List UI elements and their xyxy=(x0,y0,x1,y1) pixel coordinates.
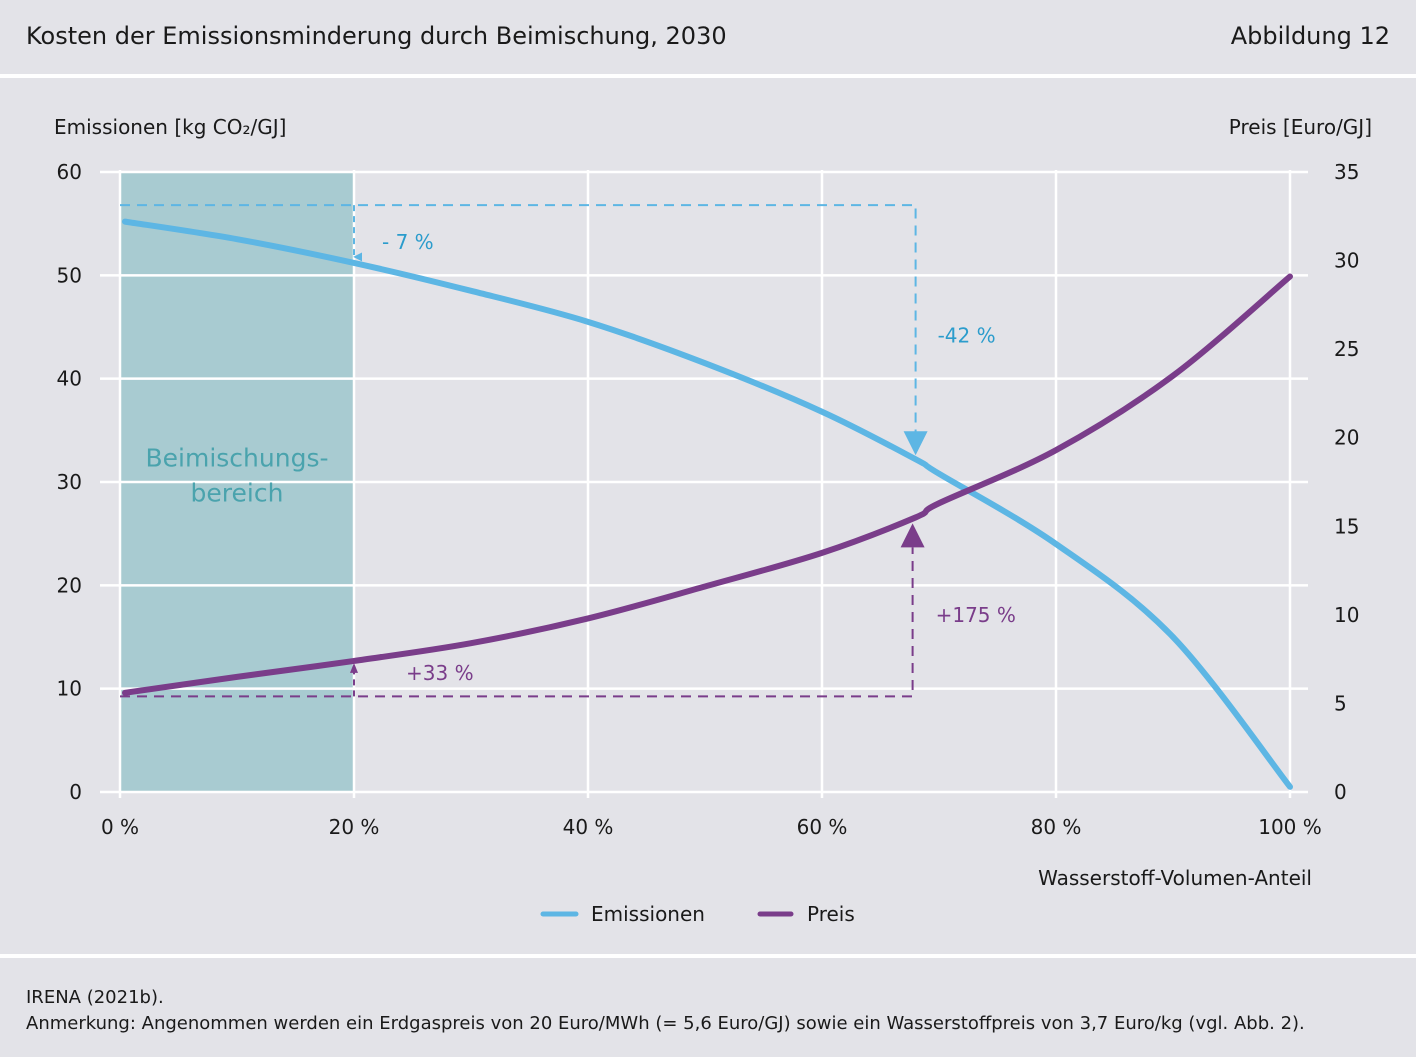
blend-region-label-line2: bereich xyxy=(191,479,284,508)
y-right-ticks: 0 5 10 15 20 25 30 35 xyxy=(1334,160,1359,804)
x-tick-label: 0 % xyxy=(101,815,139,839)
x-axis-label: Wasserstoff-Volumen-Anteil xyxy=(1038,866,1312,890)
note-text: Anmerkung: Angenommen werden ein Erdgasp… xyxy=(26,1013,1305,1034)
x-tick-label: 20 % xyxy=(329,815,380,839)
y-left-tick-label: 30 xyxy=(57,470,82,494)
y-axis-left-label: Emissionen [kg CO₂/GJ] xyxy=(54,115,286,139)
legend-label-preis: Preis xyxy=(807,902,855,926)
y-right-tick-label: 25 xyxy=(1334,337,1359,361)
x-tick-label: 60 % xyxy=(797,815,848,839)
y-right-tick-label: 10 xyxy=(1334,603,1359,627)
chart: Emissionen [kg CO₂/GJ] Preis [Euro/GJ] 0… xyxy=(54,115,1372,926)
x-tick-label: 80 % xyxy=(1031,815,1082,839)
annotation-label: - 7 % xyxy=(382,230,434,254)
y-right-tick-label: 5 xyxy=(1334,691,1347,715)
annotation-label: +33 % xyxy=(406,661,474,685)
legend: Emissionen Preis xyxy=(540,902,855,926)
y-left-tick-label: 0 xyxy=(69,780,82,804)
y-left-tick-label: 10 xyxy=(57,677,82,701)
x-tick-label: 100 % xyxy=(1258,815,1322,839)
y-right-tick-label: 30 xyxy=(1334,249,1359,273)
y-right-tick-label: 20 xyxy=(1334,426,1359,450)
y-left-tick-label: 20 xyxy=(57,573,82,597)
y-right-tick-label: 35 xyxy=(1334,160,1359,184)
header: Kosten der Emissionsminderung durch Beim… xyxy=(0,0,1416,78)
figure-label: Abbildung 12 xyxy=(1230,22,1390,50)
y-left-tick-label: 60 xyxy=(57,160,82,184)
series-line-preis xyxy=(122,273,1293,696)
blend-region-label-line1: Beimischungs- xyxy=(146,444,329,473)
annotation-label: -42 % xyxy=(938,324,996,348)
source-text: IRENA (2021b). xyxy=(26,987,164,1008)
y-axis-right-label: Preis [Euro/GJ] xyxy=(1229,115,1372,139)
page-title: Kosten der Emissionsminderung durch Beim… xyxy=(26,22,727,50)
arrow-price-33 xyxy=(350,662,358,673)
x-tick-label: 40 % xyxy=(563,815,614,839)
legend-label-emissionen: Emissionen xyxy=(591,902,705,926)
y-left-tick-label: 40 xyxy=(57,367,82,391)
annotation-guides xyxy=(120,204,928,698)
y-left-ticks: 0 10 20 30 40 50 60 xyxy=(57,160,82,804)
annotation-labels: - 7 % -42 % +33 % +175 % xyxy=(382,230,1016,685)
guide-price-175 xyxy=(120,547,914,698)
footer: IRENA (2021b). Anmerkung: Angenommen wer… xyxy=(0,954,1416,1057)
y-left-tick-label: 50 xyxy=(57,263,82,287)
y-right-tick-label: 15 xyxy=(1334,514,1359,538)
arrow-emissions-42 xyxy=(903,431,928,456)
series-lines xyxy=(122,218,1293,790)
arrow-price-175 xyxy=(900,523,925,548)
series-line-emissionen xyxy=(122,218,1293,790)
annotation-label: +175 % xyxy=(936,603,1016,627)
y-right-tick-label: 0 xyxy=(1334,780,1347,804)
x-ticks: 0 % 20 % 40 % 60 % 80 % 100 % xyxy=(101,815,1322,839)
